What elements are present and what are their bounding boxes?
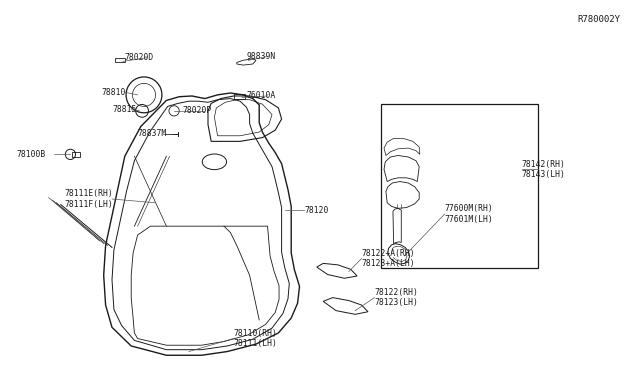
- Bar: [381, 104, 538, 268]
- Text: 78020P: 78020P: [182, 106, 212, 115]
- Text: 77600M(RH)
77601M(LH): 77600M(RH) 77601M(LH): [445, 204, 493, 224]
- Bar: [72, 152, 80, 157]
- Text: 78120: 78120: [304, 206, 328, 215]
- Bar: [234, 94, 245, 99]
- Text: 78122+A(RH)
78123+A(LH): 78122+A(RH) 78123+A(LH): [362, 249, 415, 268]
- Text: 78111E(RH)
78111F(LH): 78111E(RH) 78111F(LH): [64, 189, 113, 209]
- Text: 78815: 78815: [112, 105, 136, 114]
- Text: 78837M: 78837M: [138, 129, 167, 138]
- Text: R780002Y: R780002Y: [578, 15, 621, 24]
- Bar: [115, 58, 125, 62]
- Text: 78100B: 78100B: [16, 150, 45, 159]
- Text: 78142(RH)
78143(LH): 78142(RH) 78143(LH): [522, 160, 566, 179]
- Text: 98839N: 98839N: [246, 52, 276, 61]
- Text: 78110(RH)
78111(LH): 78110(RH) 78111(LH): [234, 329, 278, 348]
- Text: 78810: 78810: [101, 88, 125, 97]
- Text: 78020D: 78020D: [125, 53, 154, 62]
- Text: 76010A: 76010A: [246, 92, 276, 100]
- Text: 78122(RH)
78123(LH): 78122(RH) 78123(LH): [374, 288, 419, 307]
